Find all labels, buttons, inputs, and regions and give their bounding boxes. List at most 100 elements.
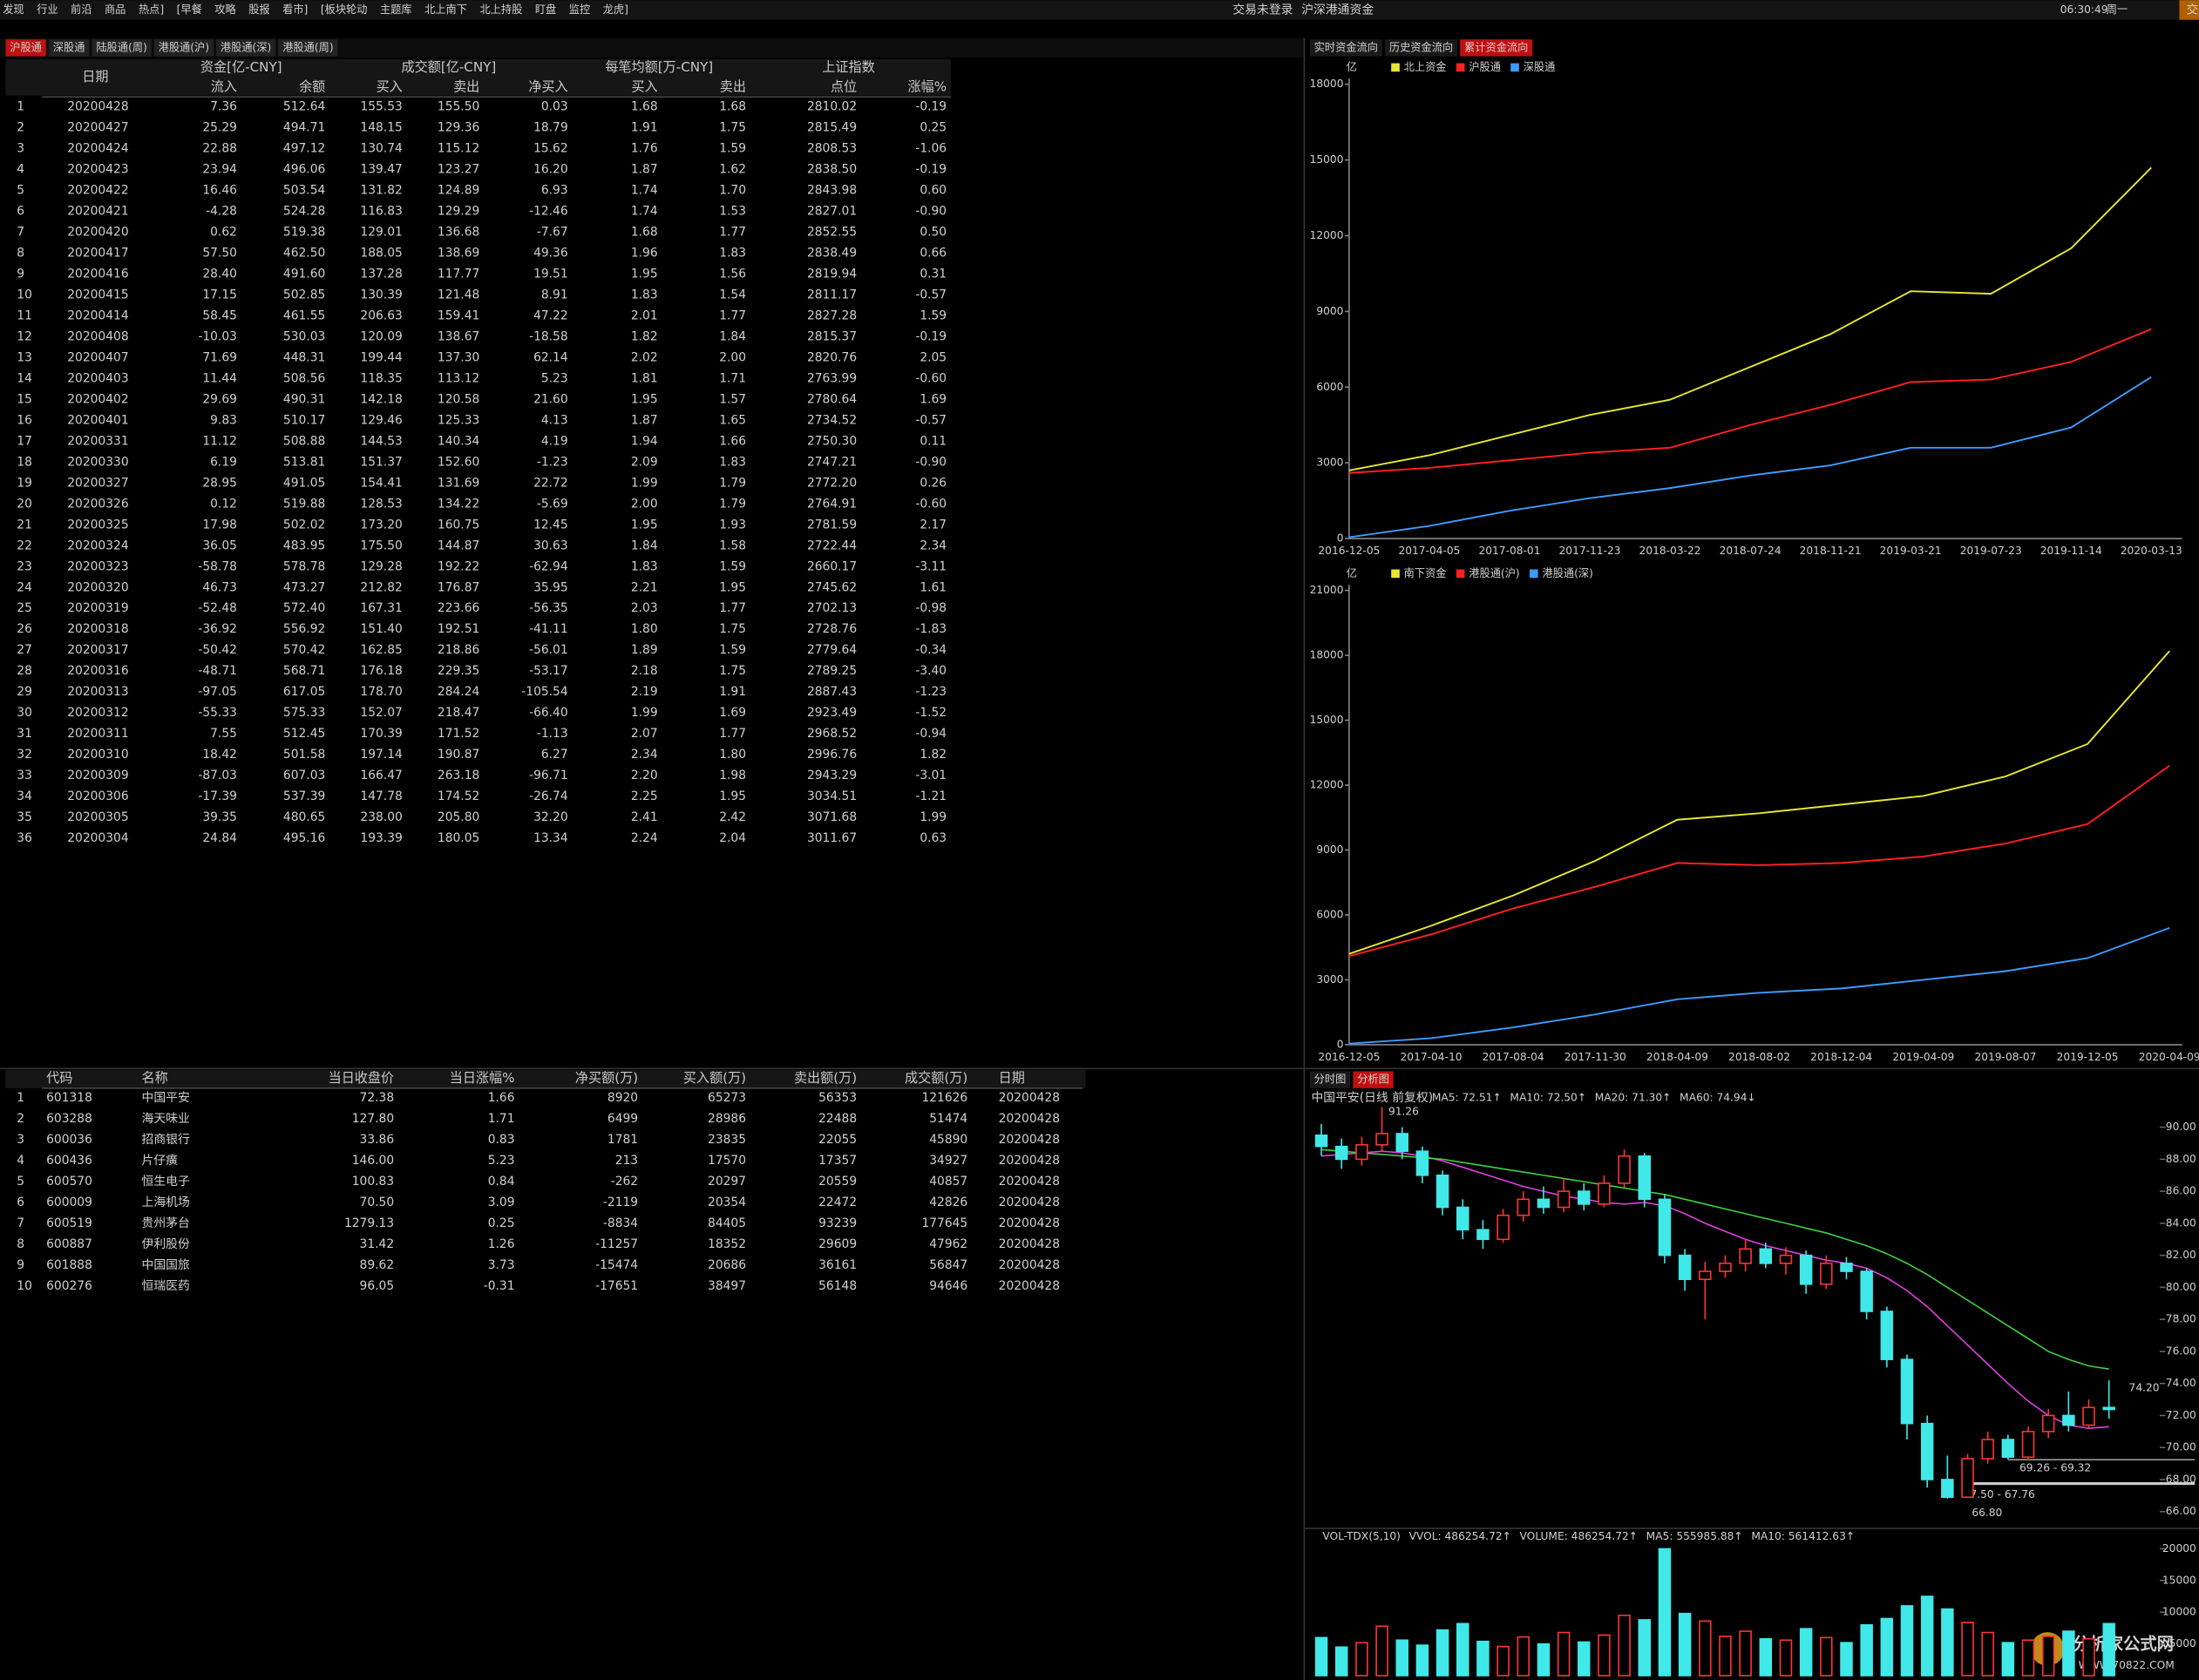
cell: 1.58 <box>719 539 746 552</box>
cell: -0.31 <box>484 1279 515 1293</box>
cell: 513.81 <box>283 455 325 469</box>
cell: 524.28 <box>283 204 325 218</box>
menu-item[interactable]: 股报 <box>248 3 269 16</box>
menu-item[interactable]: 龙虎] <box>603 3 628 16</box>
watermark: WWW.70822.COM <box>2079 1659 2175 1671</box>
cell: 20200428 <box>999 1112 1060 1126</box>
cell: 65273 <box>708 1091 746 1105</box>
tab-label[interactable]: 分析图 <box>1357 1074 1389 1086</box>
cell: 6 <box>17 1196 24 1209</box>
tab[interactable] <box>1309 1071 1351 1088</box>
cell: 7.36 <box>210 99 237 113</box>
tab[interactable] <box>48 39 90 57</box>
menu-item[interactable]: 商品 <box>105 3 126 16</box>
cell: 28.95 <box>202 476 237 490</box>
cell: 2772.20 <box>807 476 857 490</box>
corner[interactable]: 交易 <box>2187 2 2199 17</box>
tab-label[interactable]: 累计资金流向 <box>1464 40 1528 53</box>
unit: 亿 <box>1347 60 1357 73</box>
volume-bar <box>1497 1645 1510 1677</box>
cell: 中国国旅 <box>142 1258 190 1272</box>
group-header: 每笔均额[万-CNY] <box>605 59 713 75</box>
tab-label[interactable]: 陆股通(周) <box>96 40 146 53</box>
cell: 607.03 <box>283 769 325 782</box>
tab[interactable] <box>5 39 46 57</box>
menu-item[interactable]: [板块轮动 <box>321 3 368 16</box>
cell: 572.40 <box>283 601 325 615</box>
cell: 193.39 <box>360 831 402 845</box>
cell: 1.87 <box>631 162 658 176</box>
cell: 18.79 <box>533 120 568 134</box>
menu-item[interactable]: 盯盘 <box>535 3 556 16</box>
cell: 1.83 <box>631 559 658 573</box>
menu-item[interactable]: 主题库 <box>380 3 412 16</box>
tab[interactable] <box>216 39 276 57</box>
menu-item[interactable]: 北上南下 <box>424 3 467 16</box>
menu-item[interactable]: [早餐 <box>177 3 202 16</box>
column-header: 日期 <box>999 1070 1025 1086</box>
cell: 603288 <box>46 1112 92 1126</box>
cell: 28986 <box>708 1112 746 1126</box>
cell: -56.35 <box>529 601 568 615</box>
candle-body <box>1799 1254 1813 1285</box>
cell: 1.80 <box>719 748 746 762</box>
series-line <box>1348 926 2170 1045</box>
cell: 20200416 <box>67 267 128 281</box>
cell: -10.03 <box>198 329 237 343</box>
tab-label[interactable]: 沪股通 <box>10 41 42 53</box>
tab-label[interactable]: 港股通(沪) <box>159 41 209 53</box>
cell: -56.01 <box>529 643 568 657</box>
cell: 1.91 <box>631 120 658 134</box>
cell: 1781 <box>607 1133 638 1147</box>
menu-item[interactable]: 攻略 <box>214 3 236 16</box>
tab[interactable] <box>153 39 214 57</box>
menu-item[interactable]: 监控 <box>569 3 590 16</box>
tab[interactable] <box>1309 39 1382 57</box>
menu-item[interactable]: 行业 <box>37 3 58 16</box>
tab[interactable] <box>92 39 152 57</box>
tab-label[interactable]: 分时图 <box>1314 1074 1347 1086</box>
menu-item[interactable]: 北上持股 <box>479 3 522 16</box>
menu-item[interactable]: 看市] <box>282 3 308 16</box>
cell: 45890 <box>929 1133 967 1147</box>
cell: -3.11 <box>915 559 947 573</box>
corner-btn[interactable] <box>2179 0 2199 20</box>
cell: 1.93 <box>719 518 746 532</box>
candle-body <box>1537 1198 1551 1209</box>
cell: 205.80 <box>438 810 479 824</box>
cell: -1.23 <box>537 455 568 469</box>
tab-label[interactable]: 深股通 <box>53 41 85 53</box>
menu-item[interactable]: 热点] <box>139 3 164 16</box>
cell: 152.60 <box>438 455 479 469</box>
cell: 2.42 <box>719 810 746 824</box>
tab-label[interactable]: 港股通(周) <box>282 41 333 53</box>
cell: 1.96 <box>631 246 658 260</box>
tab[interactable] <box>1460 39 1533 57</box>
tab[interactable] <box>1353 1071 1394 1088</box>
tab[interactable] <box>1385 39 1458 57</box>
cell: 1.53 <box>719 204 746 218</box>
cell: 2660.17 <box>807 559 857 573</box>
cell: 1.99 <box>631 476 658 490</box>
cell: 1.65 <box>719 413 746 427</box>
cell: 35.95 <box>533 580 568 594</box>
cell: 11.44 <box>202 371 237 385</box>
cell: 20200316 <box>67 664 128 678</box>
kline-title: 中国平安(日线 前复权) <box>1311 1090 1433 1105</box>
tab[interactable] <box>278 39 338 57</box>
menu-item[interactable]: 发现 <box>3 3 24 16</box>
cell: 617.05 <box>283 685 325 699</box>
cell: 117.77 <box>438 267 479 281</box>
cell: 42826 <box>929 1196 967 1209</box>
cell: 512.45 <box>283 727 325 741</box>
tab-label[interactable]: 历史资金流向 <box>1389 40 1453 53</box>
cell: 129.29 <box>438 204 479 218</box>
cell: 20200427 <box>67 120 128 134</box>
volume-bar <box>1658 1548 1672 1677</box>
tab-label[interactable]: 港股通(深) <box>221 41 271 53</box>
volume-bar <box>1941 1608 1954 1677</box>
candle-body <box>2102 1406 2115 1411</box>
menu-item[interactable]: 前沿 <box>71 3 92 16</box>
tab-label[interactable]: 实时资金流向 <box>1314 40 1378 53</box>
cell: 501.58 <box>283 748 325 762</box>
